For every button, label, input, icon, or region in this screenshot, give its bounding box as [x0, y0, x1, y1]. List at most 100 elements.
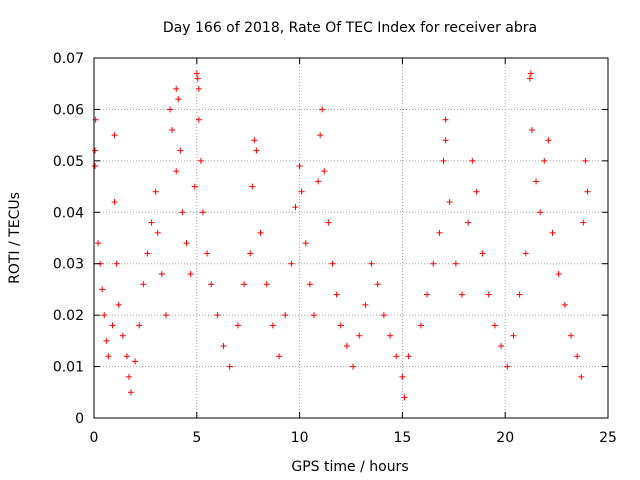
data-point [387, 332, 394, 339]
data-point [103, 337, 110, 344]
data-point [555, 271, 562, 277]
data-point [362, 301, 369, 308]
grid-lines [94, 58, 608, 418]
data-point [578, 373, 585, 380]
data-point [288, 260, 295, 267]
data-point [430, 260, 437, 267]
data-point [241, 281, 248, 288]
data-point [123, 353, 130, 360]
data-point [401, 394, 408, 401]
data-point [173, 168, 180, 175]
data-point [251, 137, 258, 144]
data-point [310, 312, 317, 319]
data-point [253, 147, 260, 154]
data-point [148, 219, 155, 226]
axis-ticks: 0 0.01 0.02 0.03 0.04 0.05 0.06 0.07 0 5 10 15 20 25 [53, 51, 617, 446]
data-point [282, 312, 289, 319]
data-point [111, 132, 118, 139]
data-point [436, 229, 443, 236]
data-point [485, 291, 492, 298]
data-point [504, 363, 511, 370]
data-points [92, 70, 591, 401]
data-point [132, 358, 139, 365]
data-point [296, 163, 303, 169]
data-point [167, 106, 174, 113]
data-point [317, 132, 324, 139]
data-point [247, 250, 254, 257]
data-point [452, 260, 459, 267]
data-point [580, 219, 587, 226]
y-tick-label: 0 [75, 411, 84, 427]
data-point [567, 332, 574, 339]
data-point [516, 291, 523, 298]
data-point [350, 363, 357, 370]
y-tick-label: 0.05 [53, 154, 84, 170]
data-point [119, 332, 126, 339]
data-point [136, 322, 143, 329]
data-point [105, 353, 112, 360]
data-point [374, 281, 381, 288]
data-point [154, 229, 161, 236]
data-point [333, 291, 340, 298]
data-point [442, 137, 449, 144]
data-point [393, 353, 400, 360]
data-point [343, 343, 350, 349]
data-point [177, 147, 184, 154]
data-point [510, 332, 517, 339]
data-point [302, 240, 309, 247]
data-point [528, 127, 535, 133]
data-point [113, 260, 120, 267]
data-point [183, 240, 190, 247]
data-point [321, 168, 328, 175]
data-point [111, 199, 118, 205]
data-point [204, 250, 211, 257]
data-point [469, 157, 476, 164]
data-point [193, 70, 200, 77]
data-point [269, 322, 276, 329]
data-point [263, 281, 270, 288]
x-tick-label: 20 [496, 430, 514, 446]
data-point [194, 75, 201, 82]
data-point [92, 163, 99, 169]
data-point [220, 343, 227, 349]
data-point [234, 322, 241, 329]
data-point [140, 281, 147, 288]
data-point [405, 353, 412, 360]
data-point [527, 70, 534, 77]
plot-frame [93, 57, 609, 419]
data-point [208, 281, 215, 288]
data-point [459, 291, 466, 298]
data-point [522, 250, 529, 257]
data-point [144, 250, 151, 257]
y-tick-label: 0.02 [53, 308, 84, 324]
data-point [191, 183, 198, 190]
data-point [561, 301, 568, 308]
data-point [479, 250, 486, 257]
y-tick-label: 0.06 [53, 102, 84, 118]
x-tick-label: 10 [291, 430, 309, 446]
data-point [199, 209, 206, 216]
data-point [424, 291, 431, 298]
data-point [109, 322, 116, 329]
data-point [417, 322, 424, 329]
data-point [337, 322, 344, 329]
data-point [473, 188, 480, 195]
data-point [92, 147, 99, 154]
data-point [169, 127, 176, 133]
data-point [380, 312, 387, 319]
data-point [582, 157, 589, 164]
data-point [440, 157, 447, 164]
data-point [101, 312, 108, 319]
data-point [276, 353, 283, 360]
data-point [214, 312, 221, 319]
chart-title: Day 166 of 2018, Rate Of TEC Index for r… [163, 20, 537, 36]
data-point [249, 183, 256, 190]
y-axis-label: ROTI / TECUs [7, 192, 23, 284]
data-point [195, 116, 202, 123]
data-point [537, 209, 544, 216]
data-point [306, 281, 313, 288]
data-point [195, 85, 202, 92]
data-point [197, 157, 204, 164]
x-tick-label: 15 [393, 430, 411, 446]
